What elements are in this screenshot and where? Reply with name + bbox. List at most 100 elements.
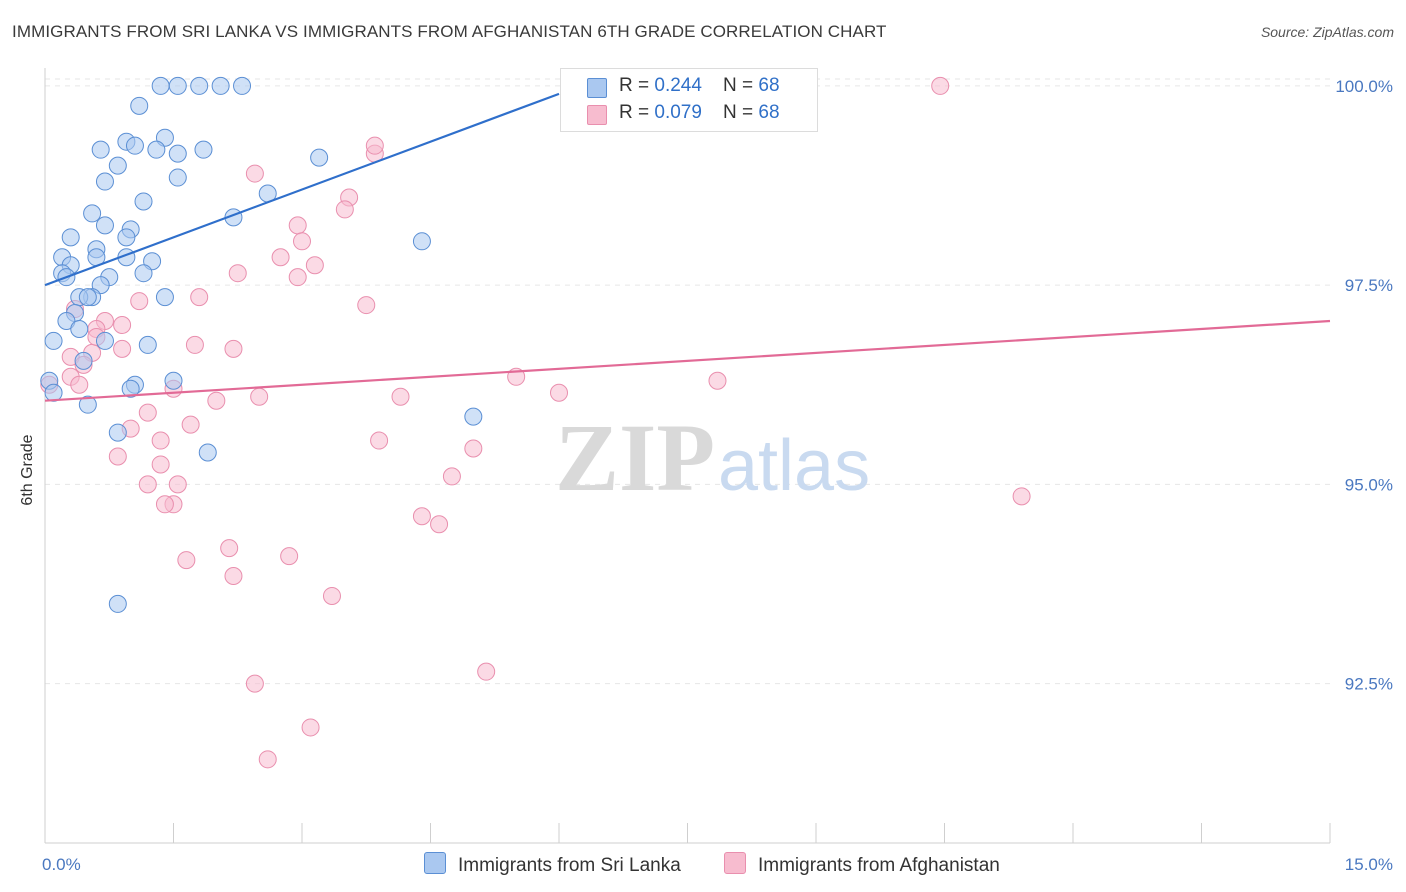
data-point-sri-lanka (147, 140, 166, 159)
bottom-legend-swatch-pink (724, 852, 746, 874)
chart-title: IMMIGRANTS FROM SRI LANKA VS IMMIGRANTS … (12, 22, 887, 41)
data-point-afghanistan (155, 495, 174, 514)
data-point-afghanistan (207, 391, 226, 410)
data-point-sri-lanka (108, 594, 127, 613)
data-point-afghanistan (293, 232, 311, 251)
data-point-afghanistan (391, 387, 410, 406)
data-point-afghanistan (1012, 487, 1031, 506)
data-point-afghanistan (708, 371, 727, 390)
bottom-legend-swatch-blue (424, 852, 446, 874)
data-point-afghanistan (335, 200, 354, 219)
data-point-afghanistan (224, 339, 243, 358)
data-point-sri-lanka (125, 136, 144, 155)
data-point-sri-lanka (168, 144, 187, 163)
data-point-sri-lanka (151, 76, 170, 95)
data-point-afghanistan (228, 264, 247, 283)
trendline-sri-lanka (44, 92, 560, 287)
legend-r-label: R = (619, 75, 655, 96)
data-point-sri-lanka (464, 407, 483, 426)
data-point-afghanistan (168, 475, 187, 494)
data-point-afghanistan (138, 403, 157, 422)
data-point-afghanistan (108, 447, 127, 466)
data-point-afghanistan (181, 415, 200, 434)
data-point-sri-lanka (95, 172, 114, 191)
data-point-sri-lanka (95, 216, 114, 235)
data-point-afghanistan (113, 315, 132, 334)
legend-n-value: 68 (758, 75, 780, 96)
axes (44, 68, 1331, 844)
data-point-afghanistan (370, 431, 389, 450)
data-point-sri-lanka (168, 76, 187, 95)
data-point-sri-lanka (121, 379, 140, 398)
data-point-sri-lanka (108, 156, 127, 175)
legend-n-value: 68 (758, 102, 780, 123)
y-tick-label: 95.0% (1345, 475, 1393, 494)
data-point-afghanistan (245, 674, 264, 693)
chart-source: Source: ZipAtlas.com (1260, 24, 1394, 40)
data-point-afghanistan (113, 339, 132, 358)
stats-legend: R = 0.244 N = 68 R = 0.079 N = 68 (560, 68, 818, 132)
data-point-sri-lanka (95, 331, 114, 350)
trendline-afghanistan (44, 319, 1331, 402)
data-point-sri-lanka (168, 168, 187, 187)
data-point-afghanistan (151, 455, 170, 474)
data-point-afghanistan (322, 586, 341, 605)
data-point-afghanistan (130, 292, 149, 311)
data-point-sri-lanka (164, 371, 183, 390)
legend-r-label: R = (619, 102, 655, 123)
bottom-legend-label: Immigrants from Sri Lanka (458, 855, 681, 876)
data-point-sri-lanka (91, 140, 110, 159)
series-afghanistan (40, 76, 1031, 769)
y-tick-label: 100.0% (1335, 77, 1393, 96)
data-point-afghanistan (250, 387, 269, 406)
data-point-sri-lanka (211, 76, 230, 95)
data-point-afghanistan (245, 164, 264, 183)
x-tick-label: 0.0% (42, 855, 81, 874)
data-point-afghanistan (151, 431, 170, 450)
data-point-sri-lanka (194, 140, 213, 159)
data-point-afghanistan (190, 288, 209, 307)
data-point-afghanistan (412, 507, 431, 526)
data-point-sri-lanka (138, 335, 157, 354)
watermark-zip: ZIP (555, 404, 715, 511)
data-point-afghanistan (70, 375, 89, 394)
legend-n-label: N = (723, 75, 759, 96)
data-point-afghanistan (550, 383, 568, 402)
x-tick-label: 15.0% (1345, 855, 1393, 874)
data-point-sri-lanka (233, 76, 252, 95)
data-point-sri-lanka (134, 192, 153, 211)
data-point-sri-lanka (134, 264, 153, 283)
legend-r-value: 0.079 (654, 102, 702, 123)
data-point-afghanistan (280, 547, 299, 566)
zipatlas-watermark: ZIP atlas (555, 404, 870, 511)
data-point-sri-lanka (155, 288, 174, 307)
data-point-sri-lanka (61, 228, 80, 247)
y-tick-label: 97.5% (1345, 276, 1393, 295)
y-tick-label: 92.5% (1345, 675, 1393, 694)
data-point-sri-lanka (74, 351, 93, 370)
data-point-afghanistan (365, 136, 384, 155)
trendlines (44, 92, 1331, 402)
data-point-afghanistan (464, 439, 483, 458)
gridlines (45, 78, 1330, 685)
data-point-afghanistan (220, 539, 239, 558)
legend-r-value: 0.244 (654, 75, 702, 96)
data-point-afghanistan (271, 248, 290, 267)
data-point-sri-lanka (44, 383, 63, 402)
data-point-afghanistan (224, 567, 243, 586)
data-point-afghanistan (138, 475, 157, 494)
legend-swatch-pink (587, 105, 607, 125)
legend-swatch-blue (587, 78, 607, 98)
data-point-sri-lanka (190, 76, 209, 95)
data-point-sri-lanka (83, 204, 102, 223)
data-point-sri-lanka (130, 96, 149, 115)
data-point-sri-lanka (198, 443, 217, 462)
data-point-sri-lanka (44, 331, 63, 350)
legend-n-label: N = (723, 102, 759, 123)
tick-labels: 92.5% 95.0% 97.5% 100.0% 0.0% 15.0% (42, 77, 1393, 874)
data-point-afghanistan (931, 76, 950, 95)
bottom-legend-sri-lanka: Immigrants from Sri Lanka (424, 852, 681, 877)
data-point-afghanistan (305, 256, 324, 275)
series-sri-lanka (40, 76, 483, 613)
